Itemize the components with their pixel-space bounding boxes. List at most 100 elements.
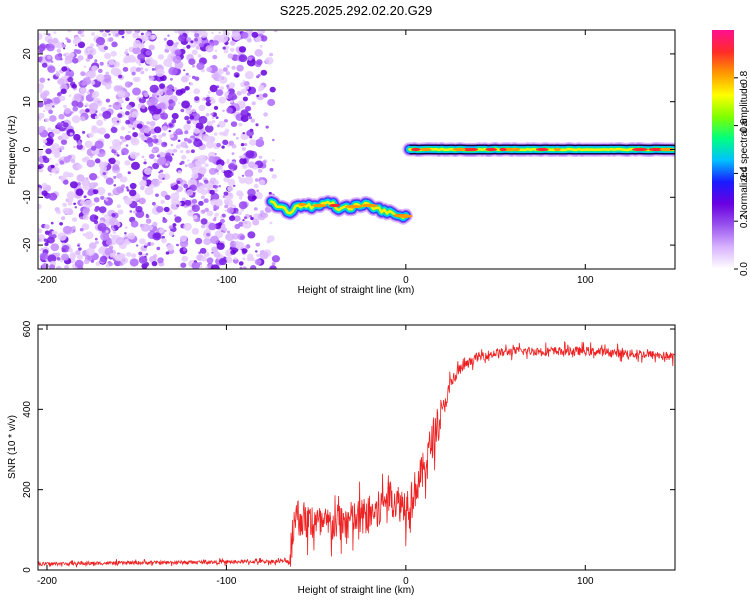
noise-blob (118, 74, 123, 79)
noise-blob (124, 232, 127, 235)
noise-blob (163, 37, 167, 41)
noise-blob (184, 115, 190, 121)
noise-blob (74, 44, 77, 47)
noise-blob (121, 148, 129, 156)
noise-blob (97, 100, 101, 104)
y-tick-label: 10 (22, 96, 33, 108)
noise-blob (200, 195, 205, 199)
x-tick-label: 0 (403, 576, 409, 587)
noise-blob (222, 67, 228, 72)
noise-blob (94, 215, 99, 220)
noise-blob (228, 82, 236, 89)
noise-blob (242, 79, 245, 82)
noise-blob (77, 254, 83, 260)
noise-blob (251, 101, 256, 106)
noise-blob (87, 190, 94, 197)
noise-blob (240, 114, 249, 123)
noise-blob (44, 230, 50, 235)
noise-blob (238, 122, 243, 127)
noise-blob (138, 197, 146, 205)
noise-blob (255, 36, 262, 42)
colorbar-label: Normalized spectral amplitude (739, 82, 750, 217)
noise-blob (208, 167, 217, 175)
noise-blob (253, 207, 258, 211)
noise-blob (44, 103, 53, 111)
noise-blob (212, 184, 217, 189)
noise-blob (98, 206, 107, 214)
noise-blob (83, 259, 90, 265)
noise-blob (71, 115, 81, 124)
noise-blob (38, 88, 43, 93)
noise-blob (234, 223, 241, 230)
noise-blob (97, 223, 107, 232)
noise-blob (247, 231, 256, 239)
noise-blob (214, 49, 218, 52)
noise-blob (67, 76, 74, 83)
noise-blob (236, 91, 242, 96)
noise-blob (214, 152, 217, 156)
noise-blob (269, 167, 274, 172)
noise-blob (132, 46, 141, 55)
noise-blob (250, 118, 256, 123)
noise-blob (62, 225, 72, 234)
noise-blob (84, 199, 93, 208)
noise-blob (236, 136, 239, 140)
noise-blob (166, 39, 174, 47)
noise-blob (190, 149, 195, 153)
noise-blob (124, 160, 131, 166)
noise-blob (187, 139, 192, 144)
noise-blob (172, 182, 177, 185)
noise-blob (223, 198, 230, 204)
noise-blob (238, 177, 246, 184)
noise-blob (197, 170, 202, 174)
noise-blob (233, 242, 237, 245)
noise-blob (124, 134, 132, 141)
noise-blob (218, 258, 227, 266)
noise-blob (102, 110, 112, 119)
noise-blob (161, 104, 166, 108)
noise-blob (170, 144, 173, 147)
noise-blob (194, 38, 199, 42)
noise-blob (242, 96, 248, 102)
noise-blob (61, 216, 66, 221)
noise-blob (59, 175, 66, 181)
noise-blob (56, 122, 63, 128)
noise-blob (48, 109, 53, 115)
noise-blob (57, 232, 67, 241)
noise-blob (86, 247, 95, 256)
noise-blob (195, 122, 204, 130)
noise-blob (127, 83, 132, 88)
noise-blob (238, 261, 244, 266)
noise-blob (49, 115, 57, 122)
tone-hotspot (329, 203, 341, 208)
tone-hotspot (420, 147, 432, 152)
noise-blob (201, 174, 205, 177)
noise-blob (211, 246, 219, 253)
noise-blob (171, 112, 179, 120)
y-tick-label: 600 (22, 320, 33, 337)
noise-blob (239, 203, 242, 206)
noise-blob (91, 126, 99, 134)
noise-blob (156, 206, 164, 213)
noise-blob (151, 261, 158, 267)
noise-blob (55, 100, 58, 104)
noise-blob (269, 265, 277, 269)
noise-blob (171, 153, 174, 156)
noise-blob (230, 249, 236, 255)
noise-blob (154, 126, 162, 134)
noise-blob (111, 117, 122, 126)
noise-blob (169, 77, 173, 81)
noise-blob (191, 167, 200, 175)
noise-blob (156, 154, 161, 158)
noise-blob (206, 135, 216, 144)
tone-hotspot (298, 202, 307, 207)
noise-blob (260, 69, 268, 76)
noise-blob (38, 101, 44, 108)
noise-blob (102, 74, 112, 83)
noise-blob (142, 35, 149, 42)
noise-blob (259, 136, 264, 141)
noise-blob (227, 178, 236, 186)
noise-blob (186, 120, 191, 124)
noise-blob (194, 33, 200, 38)
noise-blob (263, 112, 268, 117)
